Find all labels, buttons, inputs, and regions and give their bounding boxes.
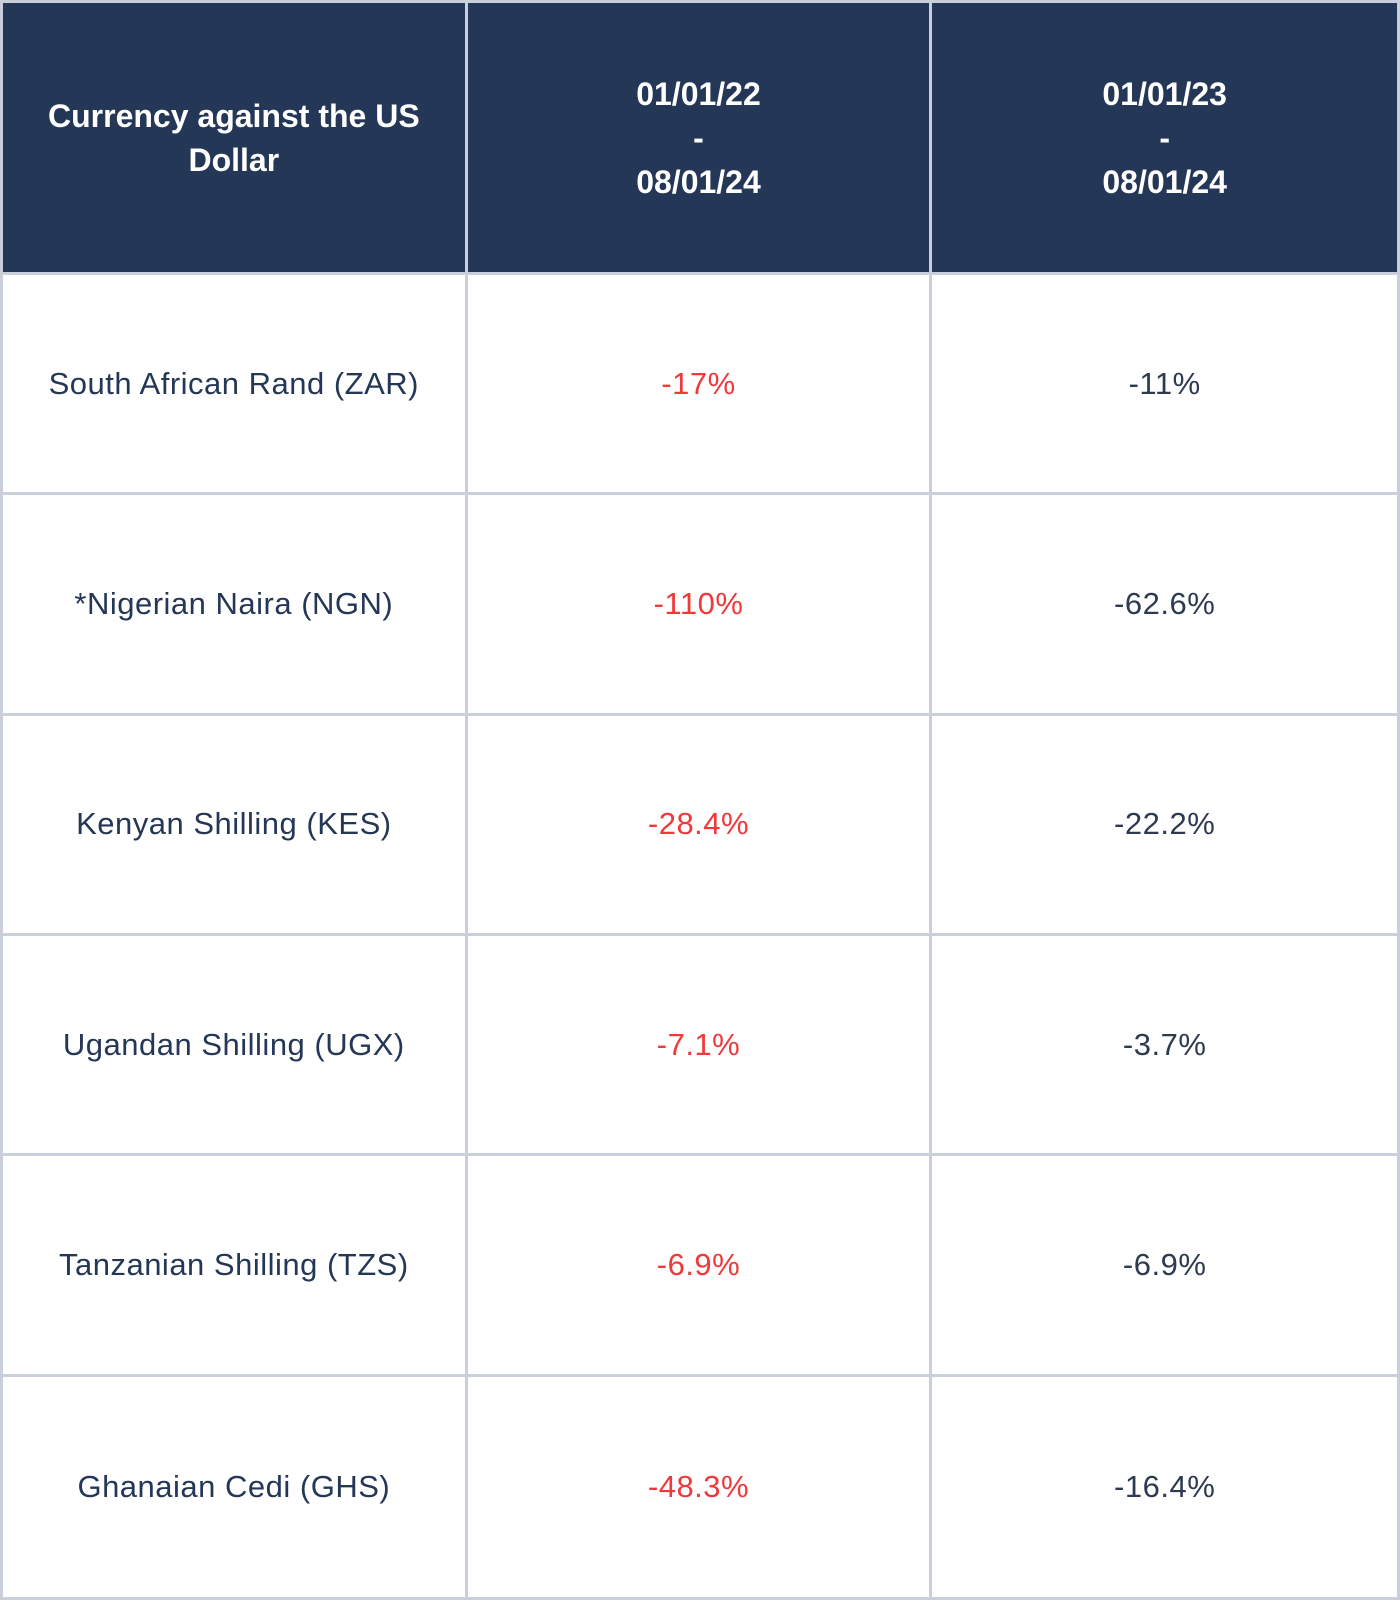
header-period-2023: 01/01/23 - 08/01/24	[932, 3, 1397, 275]
header-period-start: 01/01/22	[636, 75, 761, 112]
change-period-2: -6.9%	[932, 1156, 1397, 1377]
header-period-end: 08/01/24	[1102, 163, 1227, 200]
currency-name: *Nigerian Naira (NGN)	[3, 495, 468, 716]
header-period-end: 08/01/24	[636, 163, 761, 200]
change-period-2: -16.4%	[932, 1376, 1397, 1597]
change-period-1: -7.1%	[467, 935, 933, 1157]
header-period-sep: -	[693, 119, 704, 156]
currency-name: Tanzanian Shilling (TZS)	[3, 1156, 468, 1377]
header-currency: Currency against the US Dollar	[3, 3, 468, 275]
change-period-2: -3.7%	[932, 935, 1397, 1157]
change-period-2: -22.2%	[932, 715, 1397, 936]
header-period-start: 01/01/23	[1102, 75, 1227, 112]
change-period-1: -110%	[467, 495, 933, 716]
currency-name: Kenyan Shilling (KES)	[3, 715, 468, 936]
change-period-2: -62.6%	[932, 495, 1397, 716]
currency-name: South African Rand (ZAR)	[3, 275, 468, 496]
header-period-2022: 01/01/22 - 08/01/24	[467, 3, 933, 275]
change-period-1: -6.9%	[467, 1156, 933, 1377]
currency-name: Ugandan Shilling (UGX)	[3, 935, 468, 1157]
change-period-2: -11%	[932, 275, 1397, 496]
change-period-1: -28.4%	[467, 715, 933, 936]
currency-name: Ghanaian Cedi (GHS)	[3, 1376, 468, 1597]
header-currency-label: Currency against the US Dollar	[48, 97, 420, 178]
change-period-1: -48.3%	[467, 1376, 933, 1597]
change-period-1: -17%	[467, 275, 933, 496]
header-period-sep: -	[1159, 119, 1170, 156]
